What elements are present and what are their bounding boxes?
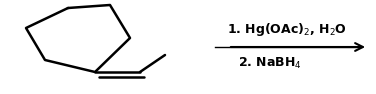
Text: 2. NaBH$_4$: 2. NaBH$_4$: [238, 55, 302, 71]
Text: 1. Hg(OAc)$_2$, H$_2$O: 1. Hg(OAc)$_2$, H$_2$O: [227, 22, 347, 39]
